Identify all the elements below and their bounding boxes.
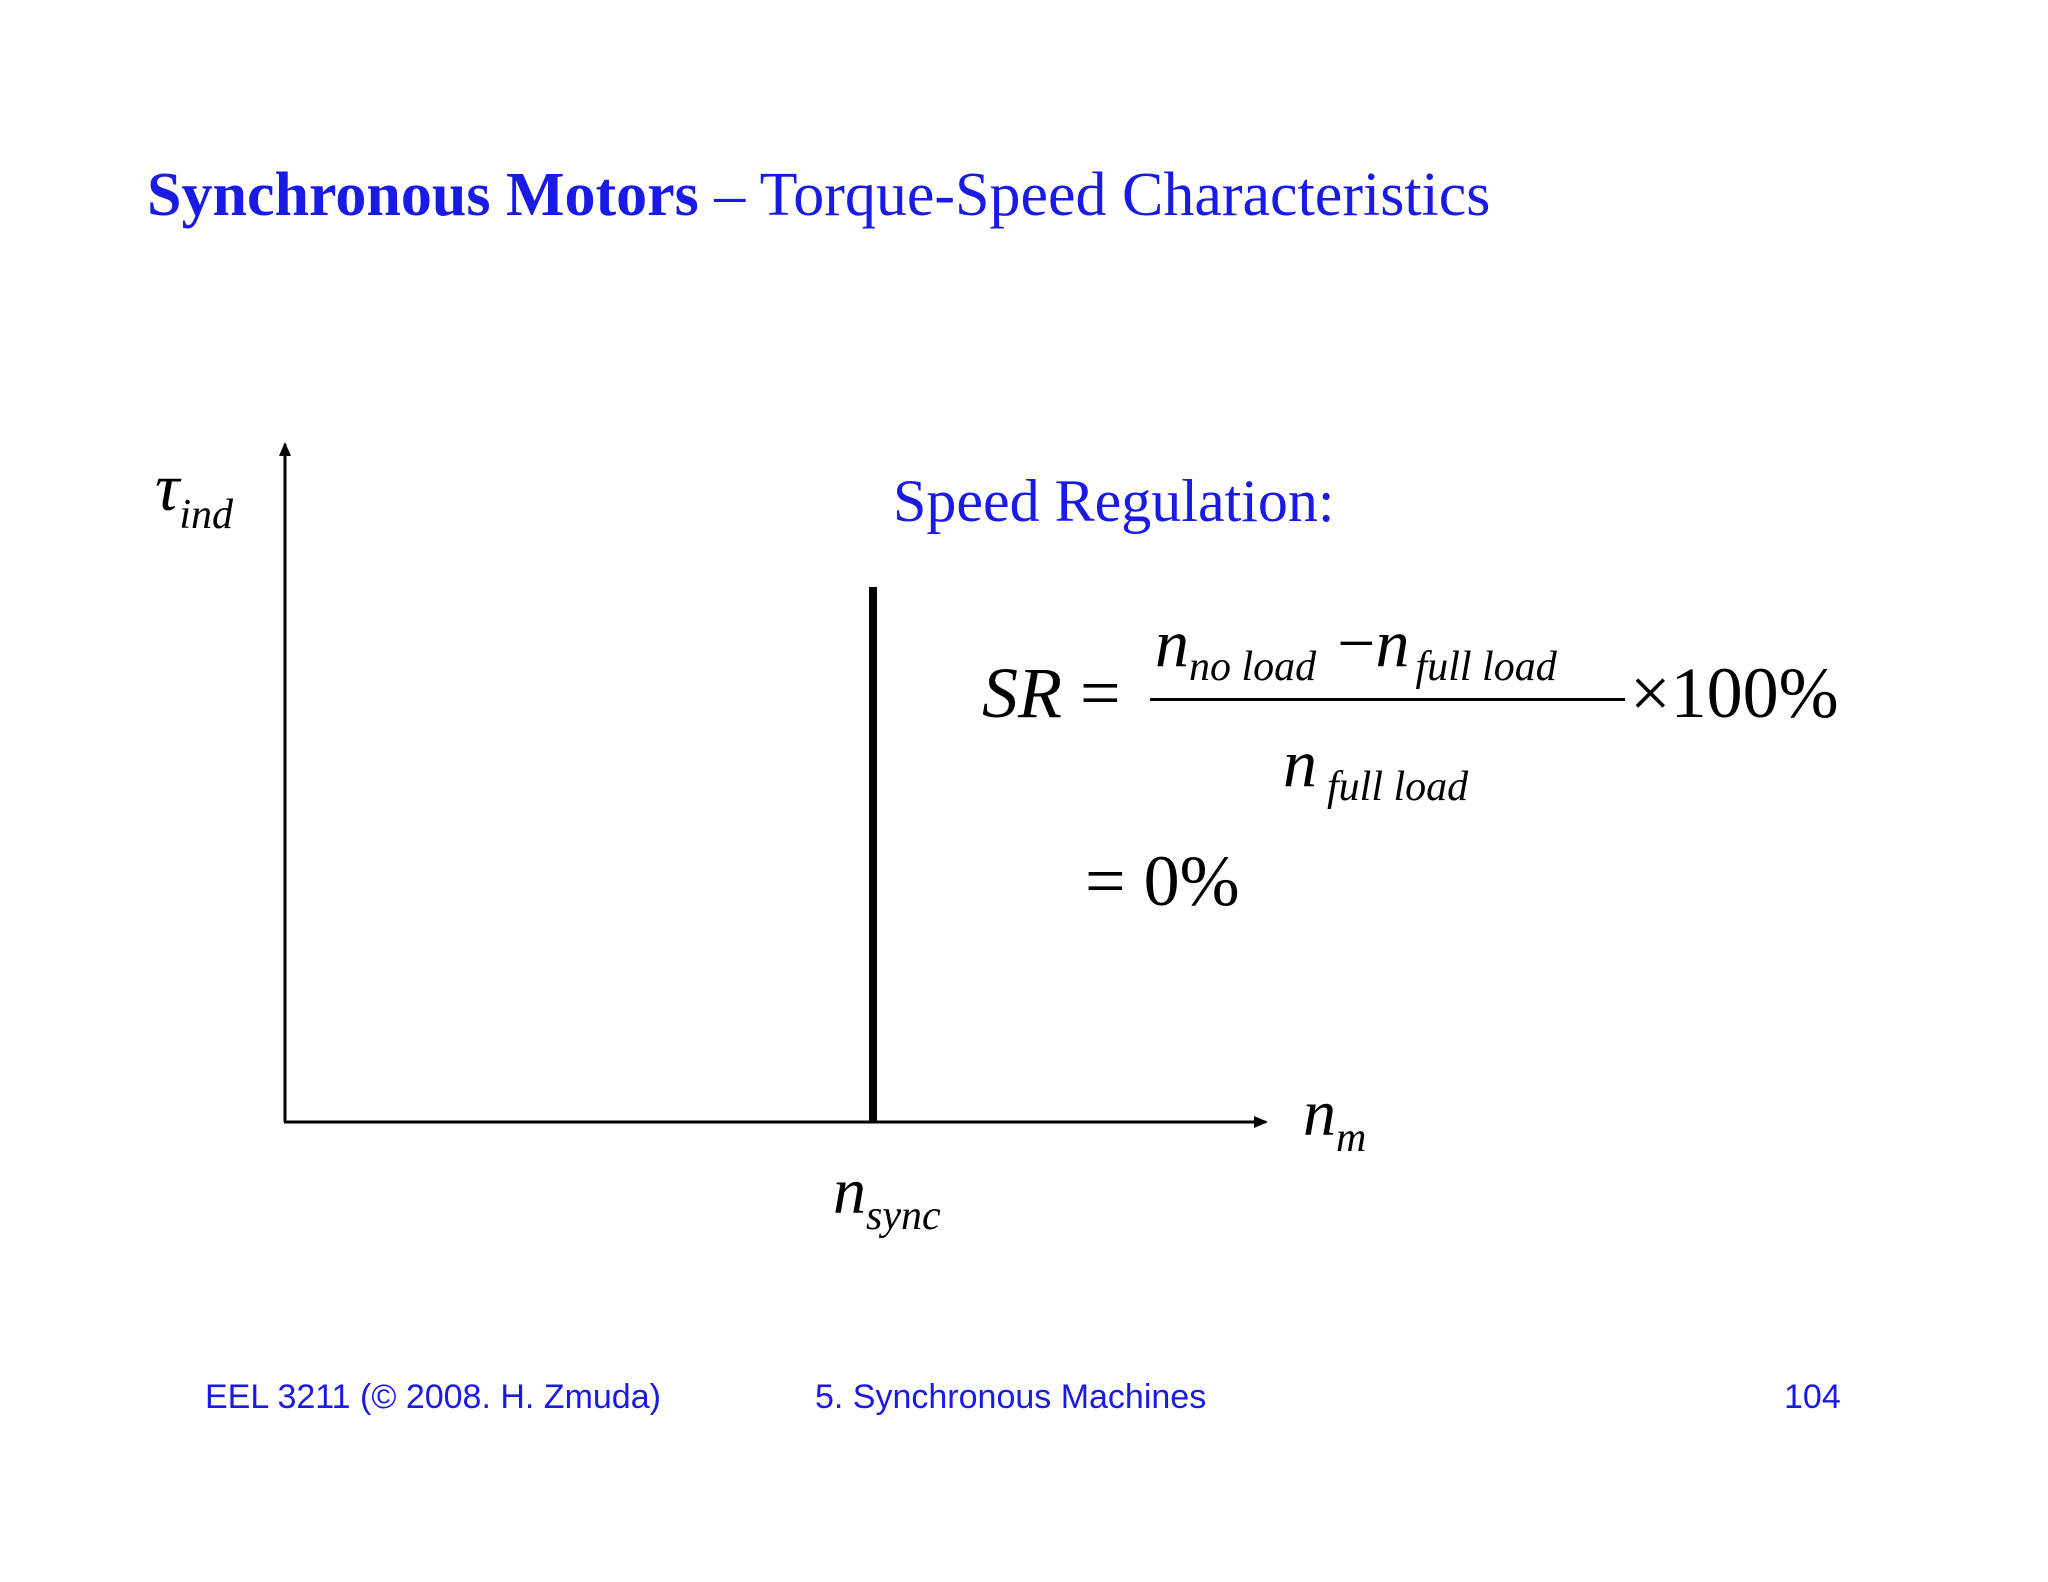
numerator-sub2: full load <box>1415 644 1557 690</box>
result-equals: = <box>1085 841 1126 921</box>
denominator-n: n <box>1283 725 1317 801</box>
slide-title-bold: Synchronous Motors <box>147 161 699 229</box>
fraction-bar <box>1150 698 1625 701</box>
numerator-n1: n <box>1155 605 1189 681</box>
result-value: 0% <box>1143 841 1240 921</box>
sr-numerator: nno load −n full load <box>1155 604 1557 690</box>
slide-title-rest: – Torque-Speed Characteristics <box>698 161 1491 229</box>
sync-speed-label: nsync <box>833 1154 941 1239</box>
denominator-sub: full load <box>1327 764 1469 810</box>
footer-course: EEL 3211 (© 2008. H. Zmuda) <box>205 1378 661 1416</box>
sr-multiplier: ×100% <box>1630 652 1839 735</box>
sync-n-symbol: n <box>833 1155 866 1228</box>
numerator-n2: n <box>1375 605 1410 681</box>
footer-chapter: 5. Synchronous Machines <box>815 1378 1207 1416</box>
x-axis-n-symbol: n <box>1303 1077 1336 1150</box>
sr-lhs: SR = <box>982 652 1121 735</box>
y-axis-label: τind <box>155 448 233 538</box>
sr-denominator: n full load <box>1283 724 1468 810</box>
sr-symbol: SR <box>982 653 1062 733</box>
sr-equals: = <box>1079 653 1121 733</box>
slide-title: Synchronous Motors – Torque-Speed Charac… <box>147 160 1490 231</box>
footer-page-number: 104 <box>1784 1378 1841 1416</box>
numerator-minus: − <box>1337 605 1376 681</box>
y-axis-subscript: ind <box>179 492 234 538</box>
sr-result: = 0% <box>1085 840 1240 923</box>
speed-regulation-label: Speed Regulation: <box>893 468 1335 534</box>
numerator-sub1: no load <box>1189 644 1317 690</box>
tau-symbol: τ <box>155 449 180 525</box>
x-axis-label: nm <box>1303 1076 1366 1161</box>
sync-subscript: sync <box>866 1193 941 1239</box>
multiplier-text: ×100% <box>1630 653 1839 733</box>
x-axis-subscript: m <box>1336 1115 1367 1161</box>
